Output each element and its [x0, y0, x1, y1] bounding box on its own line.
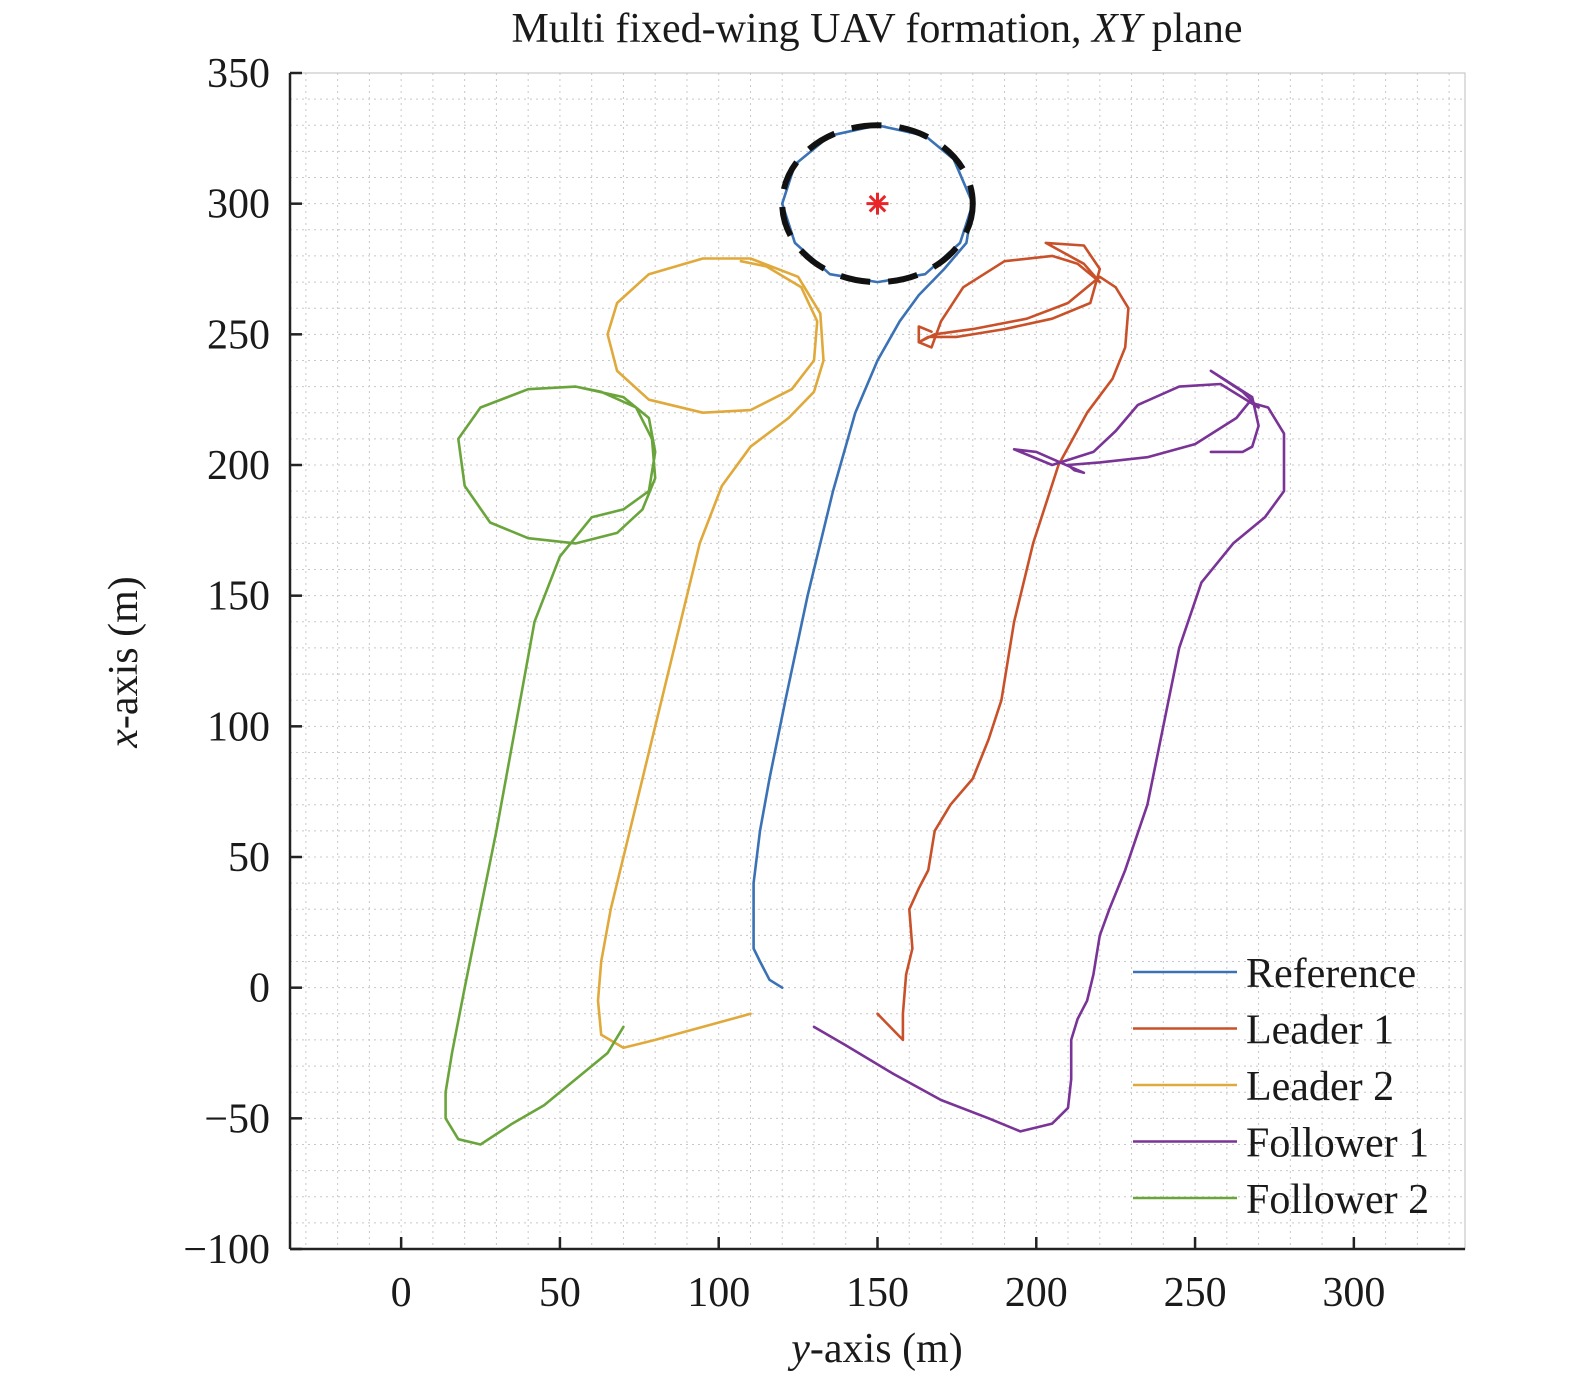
legend-label-follower-1: Follower 1	[1246, 1121, 1429, 1167]
y-tick-label: 200	[207, 443, 270, 489]
axes	[288, 71, 1465, 1251]
y-axis-label: x-axis (m)	[101, 576, 147, 748]
legend-label-reference: Reference	[1246, 951, 1416, 997]
x-tick-label: 200	[1005, 1270, 1068, 1316]
y-tick-labels: −100 −50 0 50 100 150 200 250 300 350	[183, 51, 270, 1273]
y-tick-label: 300	[207, 182, 270, 228]
x-tick-label: 0	[391, 1270, 412, 1316]
x-tick-label: 100	[687, 1270, 750, 1316]
legend-label-follower-2: Follower 2	[1246, 1177, 1429, 1223]
series-layer	[444, 124, 1286, 1146]
y-tick-label: −100	[183, 1227, 270, 1273]
grid	[290, 72, 1465, 1250]
series-line-leader-2	[596, 257, 825, 1050]
x-tick-labels: 0 50 100 150 200 250 300	[391, 1270, 1386, 1316]
x-tick-label: 50	[539, 1270, 581, 1316]
x-tick-label: 250	[1164, 1270, 1227, 1316]
y-tick-label: 0	[249, 966, 270, 1012]
x-axis-label: y-axis (m)	[787, 1326, 962, 1372]
y-tick-label: 250	[207, 312, 270, 358]
x-tick-label: 150	[846, 1270, 909, 1316]
x-tick-label: 300	[1322, 1270, 1385, 1316]
y-tick-label: 100	[207, 704, 270, 750]
target-layer	[779, 122, 976, 286]
legend-label-leader-1: Leader 1	[1246, 1008, 1394, 1054]
y-tick-label: 50	[228, 835, 270, 881]
series-line-follower-2	[444, 385, 657, 1146]
y-tick-label: 350	[207, 51, 270, 97]
series-line-leader-1	[876, 241, 1130, 1042]
legend-label-leader-2: Leader 2	[1246, 1064, 1394, 1110]
y-tick-label: −50	[204, 1096, 270, 1142]
series-line-follower-1	[812, 369, 1286, 1133]
target-circle	[779, 122, 976, 286]
chart-title: Multi fixed-wing UAV formation, XY plane	[511, 6, 1242, 52]
series-line-reference	[752, 124, 975, 989]
y-tick-label: 150	[207, 574, 270, 620]
legend: Reference Leader 1 Leader 2 Follower 1 Follo…	[1133, 951, 1429, 1223]
target-marker-icon	[866, 192, 889, 215]
